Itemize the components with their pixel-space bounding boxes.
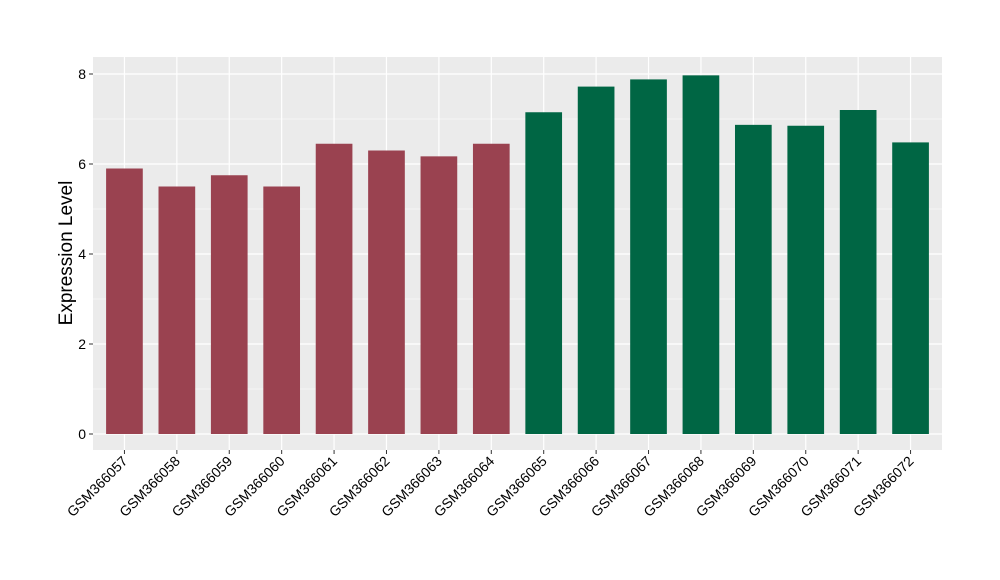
y-tick-label: 8 xyxy=(78,66,86,82)
bar-GSM366072 xyxy=(892,142,929,434)
bars xyxy=(106,75,929,435)
bar-GSM366059 xyxy=(210,175,248,434)
bar-GSM366064 xyxy=(472,143,510,434)
bar-GSM366068 xyxy=(682,75,720,434)
x-axis: GSM366057GSM366058GSM366059GSM366060GSM3… xyxy=(64,450,917,520)
bar-GSM366063 xyxy=(420,156,458,434)
y-axis-title: Expression Level xyxy=(56,181,77,326)
bar-GSM366061 xyxy=(315,143,353,434)
bar-GSM366057 xyxy=(106,168,143,434)
y-tick-label: 0 xyxy=(78,426,86,442)
bar-GSM366070 xyxy=(787,125,825,434)
y-axis: 0 2 4 6 8 xyxy=(78,66,93,442)
bar-GSM366067 xyxy=(630,79,667,435)
bar-GSM366065 xyxy=(525,112,563,434)
bar-GSM366058 xyxy=(158,186,196,434)
bar-GSM366060 xyxy=(263,186,301,434)
bar-GSM366066 xyxy=(577,86,615,434)
bar-GSM366062 xyxy=(368,150,405,434)
y-tick-label: 6 xyxy=(78,156,86,172)
y-tick-label: 2 xyxy=(78,336,86,352)
y-tick-label: 4 xyxy=(78,246,86,262)
bar-GSM366071 xyxy=(839,110,877,434)
bar-GSM366069 xyxy=(734,124,772,434)
